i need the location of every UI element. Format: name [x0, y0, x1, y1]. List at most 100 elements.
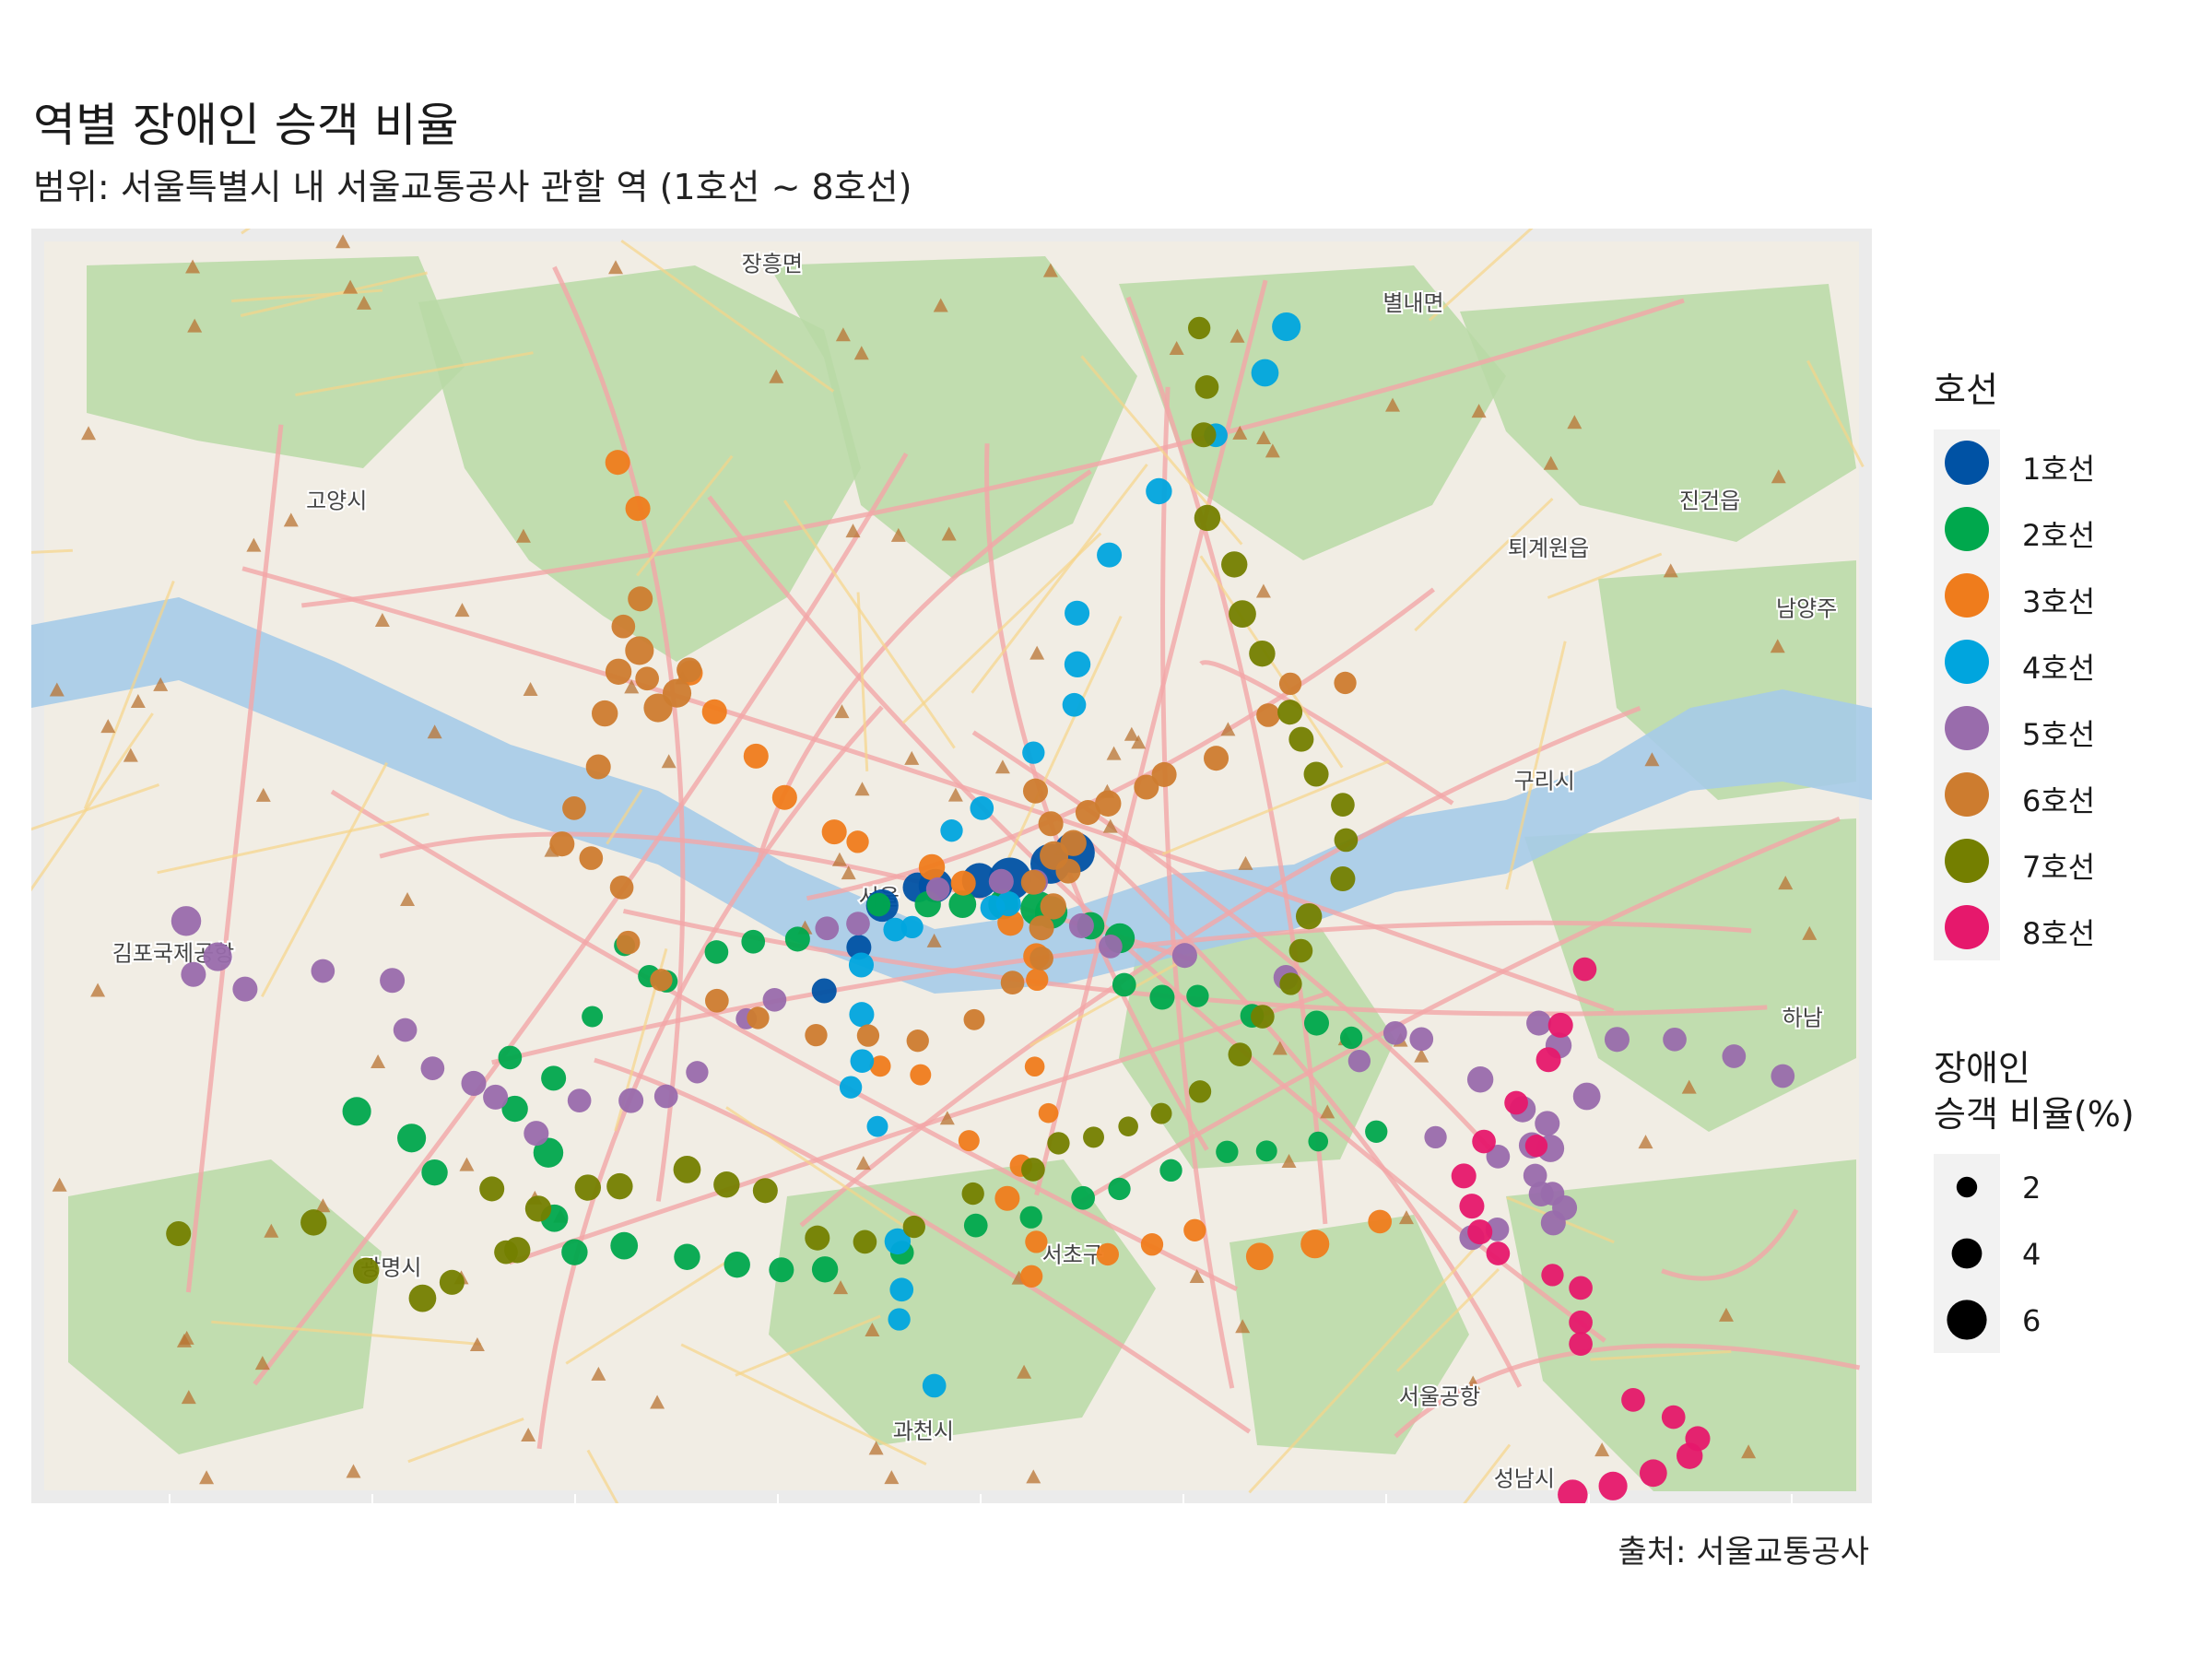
station-point[interactable]: [1186, 984, 1209, 1007]
station-point[interactable]: [848, 952, 875, 978]
station-point[interactable]: [1569, 1332, 1593, 1356]
station-point[interactable]: [850, 1049, 875, 1074]
station-point[interactable]: [616, 930, 641, 955]
station-point[interactable]: [524, 1195, 552, 1222]
station-point[interactable]: [1095, 790, 1122, 817]
station-point[interactable]: [181, 961, 206, 987]
station-point[interactable]: [397, 1124, 427, 1153]
station-point[interactable]: [1249, 640, 1276, 667]
station-point[interactable]: [1467, 1219, 1493, 1245]
station-point[interactable]: [811, 978, 837, 1004]
station-point[interactable]: [686, 1061, 709, 1084]
station-point[interactable]: [883, 917, 908, 942]
station-point[interactable]: [1068, 912, 1094, 938]
station-point[interactable]: [811, 1256, 839, 1283]
station-point[interactable]: [1368, 1209, 1393, 1234]
station-point[interactable]: [1677, 1442, 1703, 1469]
station-point[interactable]: [961, 1182, 984, 1206]
station-point[interactable]: [1572, 1082, 1601, 1111]
station-point[interactable]: [1598, 1471, 1628, 1500]
station-point[interactable]: [541, 1065, 567, 1091]
station-point[interactable]: [1075, 800, 1100, 826]
station-point[interactable]: [674, 1243, 700, 1270]
station-point[interactable]: [533, 1137, 564, 1168]
station-point[interactable]: [1191, 422, 1217, 448]
station-point[interactable]: [902, 1215, 925, 1239]
station-point[interactable]: [1547, 1012, 1573, 1038]
station-point[interactable]: [940, 819, 963, 842]
station-point[interactable]: [1112, 972, 1136, 997]
station-point[interactable]: [352, 1257, 380, 1284]
station-point[interactable]: [1026, 968, 1049, 992]
station-point[interactable]: [579, 846, 604, 870]
station-point[interactable]: [1303, 761, 1329, 787]
station-point[interactable]: [1771, 1064, 1795, 1088]
station-point[interactable]: [1030, 947, 1053, 971]
station-point[interactable]: [906, 1030, 929, 1053]
station-point[interactable]: [743, 743, 769, 769]
station-point[interactable]: [869, 1055, 891, 1077]
station-point[interactable]: [618, 1088, 644, 1113]
station-point[interactable]: [1229, 600, 1256, 629]
station-point[interactable]: [918, 853, 946, 881]
station-point[interactable]: [994, 1185, 1020, 1211]
station-point[interactable]: [948, 890, 977, 918]
station-point[interactable]: [1278, 672, 1302, 696]
station-point[interactable]: [1569, 1310, 1593, 1335]
station-point[interactable]: [1663, 1027, 1687, 1052]
station-point[interactable]: [501, 1095, 528, 1123]
station-point[interactable]: [1256, 703, 1280, 727]
station-point[interactable]: [1621, 1388, 1645, 1412]
station-point[interactable]: [839, 1076, 863, 1099]
station-point[interactable]: [1022, 741, 1045, 764]
station-point[interactable]: [1472, 1129, 1496, 1154]
station-point[interactable]: [628, 586, 653, 612]
station-point[interactable]: [1540, 1210, 1566, 1236]
station-point[interactable]: [625, 496, 651, 522]
station-point[interactable]: [741, 929, 766, 954]
station-point[interactable]: [1251, 1005, 1275, 1029]
station-point[interactable]: [1277, 700, 1303, 725]
station-point[interactable]: [970, 796, 994, 820]
station-point[interactable]: [925, 877, 950, 901]
station-point[interactable]: [1722, 1044, 1747, 1068]
station-point[interactable]: [1523, 1163, 1547, 1188]
station-point[interactable]: [561, 1239, 588, 1265]
station-point[interactable]: [393, 1018, 418, 1042]
station-point[interactable]: [1334, 828, 1359, 853]
station-point[interactable]: [1062, 692, 1087, 717]
station-point[interactable]: [1365, 1120, 1388, 1143]
station-point[interactable]: [1204, 746, 1230, 771]
station-point[interactable]: [408, 1284, 437, 1312]
station-point[interactable]: [866, 1115, 888, 1137]
station-point[interactable]: [673, 1156, 701, 1183]
station-point[interactable]: [713, 1171, 740, 1198]
station-point[interactable]: [1526, 1010, 1552, 1036]
station-point[interactable]: [1504, 1090, 1528, 1115]
station-point[interactable]: [677, 657, 702, 683]
station-point[interactable]: [549, 831, 575, 857]
station-point[interactable]: [203, 942, 232, 971]
station-point[interactable]: [997, 909, 1024, 936]
station-point[interactable]: [380, 968, 406, 994]
station-point[interactable]: [1019, 1265, 1043, 1288]
station-point[interactable]: [582, 1006, 604, 1028]
station-point[interactable]: [1151, 761, 1177, 787]
station-point[interactable]: [483, 1084, 509, 1110]
station-point[interactable]: [300, 1209, 327, 1236]
station-point[interactable]: [1194, 375, 1219, 399]
station-point[interactable]: [866, 892, 891, 917]
station-point[interactable]: [1040, 841, 1069, 870]
station-point[interactable]: [958, 1130, 980, 1152]
station-point[interactable]: [1382, 1020, 1407, 1045]
station-point[interactable]: [610, 1231, 639, 1260]
station-point[interactable]: [421, 1159, 448, 1186]
station-point[interactable]: [853, 1230, 877, 1254]
station-point[interactable]: [705, 988, 729, 1013]
map-plot[interactable]: 장흥면별내면고양시진건읍퇴계원읍남양주구리시서울김포국제공항하남서초구과천시서울…: [31, 229, 1872, 1503]
station-point[interactable]: [846, 830, 869, 853]
station-point[interactable]: [769, 1257, 794, 1283]
station-point[interactable]: [1541, 1264, 1564, 1287]
station-point[interactable]: [888, 1308, 911, 1331]
station-point[interactable]: [1021, 1158, 1045, 1182]
